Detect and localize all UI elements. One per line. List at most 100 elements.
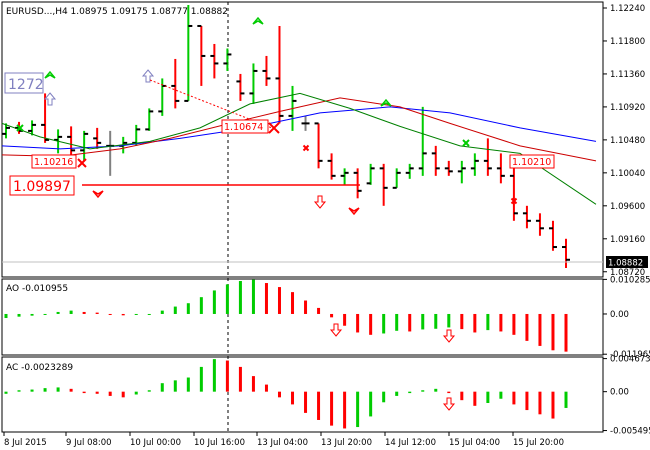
price-tick-label: 1.10920 — [610, 103, 645, 113]
ind-tick-label: 0.00 — [610, 310, 629, 320]
ao-title: AO -0.010955 — [6, 284, 68, 294]
histogram-bar — [343, 313, 347, 326]
histogram-bar — [538, 391, 542, 415]
level-mid: 1.10674 — [224, 122, 263, 133]
ma-red — [1, 97, 597, 162]
histogram-bar — [356, 313, 360, 333]
histogram-bar — [277, 391, 281, 398]
hollow-up-arrow-icon — [141, 69, 155, 83]
current-price-text: 1.08882 — [608, 259, 643, 269]
histogram-bar — [82, 391, 86, 394]
histogram-bar — [499, 313, 503, 332]
level-right-box — [509, 154, 555, 169]
histogram-bar — [4, 391, 8, 394]
histogram-bar — [317, 391, 321, 420]
histogram-bar — [251, 376, 255, 392]
time-tick-label: 9 Jul 08:00 — [66, 438, 112, 448]
time-axis: 8 Jul 2015 9 Jul 08:00 10 Jul 00:00 10 Jul … — [3, 432, 564, 448]
histogram-bar — [447, 391, 451, 394]
ma-green — [1, 92, 597, 205]
cross-icon — [268, 122, 280, 134]
cross-icon — [16, 124, 24, 132]
histogram-bar — [173, 380, 177, 392]
ac-histogram — [4, 359, 568, 429]
histogram-bar — [95, 312, 99, 314]
histogram-bar — [408, 391, 412, 394]
histogram-bar — [147, 390, 151, 392]
histogram-bar — [304, 391, 308, 413]
ind-tick-label: 0.0046735 — [610, 355, 650, 365]
histogram-bar — [108, 391, 112, 396]
ac-axis: 0.0046735 0.00 -0.005495 — [603, 355, 650, 437]
count-label-box — [4, 72, 44, 94]
histogram-bar — [264, 283, 268, 314]
price-tick-label: 1.12240 — [610, 4, 645, 14]
histogram-bar — [460, 313, 464, 330]
time-tick-label: 14 Jul 12:00 — [385, 438, 436, 448]
histogram-bar — [277, 287, 281, 314]
price-tick-label: 1.10480 — [610, 136, 645, 146]
hollow-down-arrow-icon — [329, 323, 343, 337]
histogram-bar — [356, 391, 360, 428]
histogram-bar — [173, 306, 177, 314]
level-mid-box — [221, 119, 269, 134]
level-big-label: 1.09897 — [13, 179, 71, 195]
cross-icon — [302, 144, 310, 152]
histogram-bar — [17, 313, 21, 317]
histogram-bar — [199, 297, 203, 314]
histogram-bar — [330, 391, 334, 426]
time-tick-label: 15 Jul 04:00 — [449, 438, 500, 448]
up-arrow-icon — [380, 98, 392, 107]
up-arrow-icon — [252, 16, 264, 25]
price-tick-label: 1.09600 — [610, 202, 645, 212]
histogram-bar — [525, 391, 529, 411]
main-panel[interactable] — [1, 1, 604, 278]
histogram-bar — [199, 366, 203, 392]
histogram-bar — [551, 313, 555, 351]
histogram-bar — [121, 391, 125, 398]
current-price-badge — [606, 256, 648, 268]
histogram-bar — [525, 313, 529, 341]
level-small-left: 1.10216 — [34, 157, 73, 168]
histogram-bar — [473, 391, 477, 406]
histogram-bar — [395, 391, 399, 396]
level-right: 1.10210 — [512, 157, 551, 168]
histogram-bar — [564, 391, 568, 408]
symbol-title: EURUSD...,H4 1.08975 1.09175 1.08777 1.0… — [6, 7, 228, 17]
histogram-bar — [30, 313, 34, 316]
time-tick-label: 8 Jul 2015 — [4, 438, 47, 448]
time-tick-label: 10 Jul 00:00 — [130, 438, 181, 448]
histogram-bar — [30, 389, 34, 392]
histogram-bar — [147, 313, 151, 315]
histogram-bar — [69, 310, 73, 314]
histogram-bar — [538, 313, 542, 346]
cross-icon — [510, 197, 518, 205]
histogram-bar — [343, 391, 347, 429]
histogram-bar — [486, 313, 490, 331]
histogram-bar — [421, 390, 425, 392]
histogram-bar — [395, 313, 399, 331]
down-arrow-icon — [348, 207, 360, 216]
cross-icon — [462, 139, 470, 147]
histogram-bar — [317, 307, 321, 314]
ac-panel[interactable] — [1, 356, 604, 433]
histogram-bar — [408, 313, 412, 332]
time-tick-label: 13 Jul 20:00 — [321, 438, 372, 448]
ind-tick-label: 0.010285 — [610, 275, 650, 285]
ao-panel[interactable] — [1, 278, 604, 356]
histogram-bar — [225, 360, 229, 392]
hollow-down-arrow-icon — [442, 329, 456, 343]
histogram-bar — [291, 391, 295, 405]
histogram-bar — [304, 300, 308, 314]
histogram-bar — [160, 310, 164, 314]
histogram-bar — [238, 281, 242, 314]
histogram-bar — [512, 391, 516, 405]
level-big-label-box — [9, 175, 75, 196]
histogram-bar — [186, 303, 190, 314]
histogram-bar — [447, 313, 451, 328]
signal-markers — [16, 16, 518, 411]
histogram-bar — [238, 366, 242, 392]
price-tick-label: 1.11360 — [610, 70, 645, 80]
histogram-bar — [43, 388, 47, 392]
